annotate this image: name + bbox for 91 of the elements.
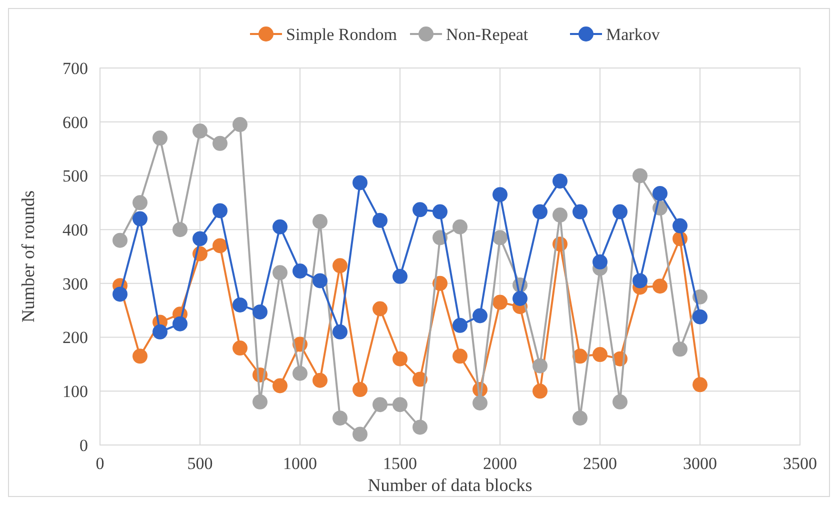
point: [332, 410, 348, 426]
point: [212, 203, 228, 218]
point: [172, 222, 188, 238]
point: [572, 204, 588, 220]
y-axis-title: Number of rounds: [18, 190, 38, 322]
point: [512, 291, 528, 306]
point: [392, 268, 408, 284]
point: [232, 340, 248, 356]
point: [332, 258, 348, 274]
point: [112, 232, 128, 248]
y-tick-label: 200: [62, 328, 88, 348]
legend-label: Markov: [606, 24, 660, 44]
point: [412, 202, 428, 218]
point: [492, 230, 508, 246]
point: [192, 231, 208, 246]
point: [272, 265, 288, 280]
point: [532, 204, 548, 220]
point: [632, 273, 648, 288]
legend-label: Simple Rondom: [286, 24, 397, 44]
y-tick-label: 500: [62, 166, 88, 186]
point: [232, 297, 248, 312]
point: [252, 304, 268, 320]
point: [552, 174, 568, 189]
x-axis-title: Number of data blocks: [368, 475, 532, 495]
point: [672, 342, 688, 357]
point: [392, 351, 408, 366]
point: [472, 308, 488, 324]
point: [172, 316, 188, 332]
x-tick-label: 2000: [483, 454, 517, 473]
point: [492, 294, 508, 310]
point: [472, 395, 488, 410]
point: [192, 124, 208, 139]
legend-label: Non-Repeat: [446, 24, 528, 44]
x-tick-label: 0: [96, 454, 104, 473]
point: [532, 358, 548, 374]
point: [152, 324, 168, 340]
point: [312, 214, 328, 229]
point: [132, 348, 148, 364]
point: [612, 204, 628, 220]
point: [552, 208, 568, 223]
point: [632, 168, 648, 184]
point: [372, 397, 388, 412]
point: [692, 309, 708, 324]
point: [272, 219, 288, 234]
y-tick-label: 0: [80, 436, 88, 455]
y-tick-label: 400: [62, 220, 88, 240]
point: [572, 410, 588, 426]
point: [692, 377, 708, 392]
point: [392, 397, 408, 412]
point: [612, 394, 628, 410]
point: [212, 238, 228, 254]
point: [232, 117, 248, 132]
point: [132, 195, 148, 210]
point: [292, 366, 308, 381]
point: [452, 318, 468, 333]
point: [312, 372, 328, 388]
point: [132, 211, 148, 226]
point: [432, 204, 448, 220]
point: [352, 426, 368, 442]
point: [312, 273, 328, 288]
x-tick-label: 3000: [683, 454, 717, 473]
point: [452, 348, 468, 364]
point: [412, 420, 428, 435]
point: [652, 186, 668, 201]
point: [272, 378, 288, 394]
point: [152, 130, 168, 146]
y-tick-label: 100: [62, 382, 88, 402]
x-tick-label: 2500: [583, 454, 617, 473]
point: [252, 394, 268, 410]
point: [652, 278, 668, 294]
x-tick-label: 1000: [283, 454, 317, 473]
point: [532, 384, 548, 399]
x-tick-label: 3500: [783, 454, 817, 473]
point: [672, 218, 688, 234]
point: [332, 324, 348, 340]
point: [592, 347, 608, 362]
point: [352, 175, 368, 190]
point: [372, 212, 388, 228]
x-tick-label: 500: [187, 454, 213, 473]
point: [352, 382, 368, 398]
x-tick-label: 1500: [383, 454, 417, 473]
point: [292, 264, 308, 279]
y-tick-label: 700: [62, 58, 88, 78]
y-tick-label: 300: [62, 274, 88, 294]
y-tick-label: 600: [62, 112, 88, 132]
point: [592, 254, 608, 270]
point: [492, 187, 508, 202]
point: [112, 286, 128, 302]
point: [212, 136, 228, 151]
point: [372, 301, 388, 316]
point: [452, 219, 468, 234]
